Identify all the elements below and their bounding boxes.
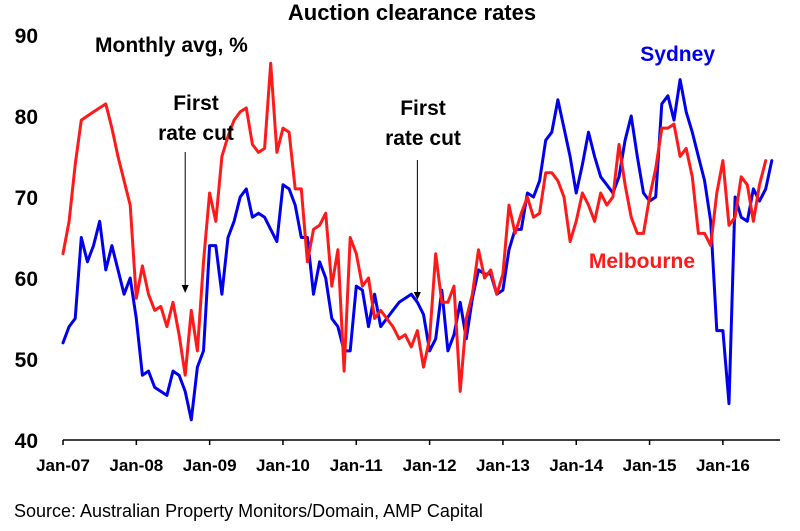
chart-source: Source: Australian Property Monitors/Dom…	[14, 501, 483, 521]
x-tick-label: Jan-08	[109, 456, 163, 475]
x-tick-label: Jan-16	[696, 456, 750, 475]
chart-subtitle: Monthly avg, %	[95, 34, 248, 57]
series-line-sydney	[61, 78, 774, 422]
y-tick-label: 60	[15, 268, 38, 291]
annotation-text: rate cut	[158, 122, 234, 145]
series-line-melbourne	[61, 61, 768, 393]
x-tick-label: Jan-14	[549, 456, 603, 475]
y-tick-label: 90	[15, 25, 38, 48]
annotation-arrowhead	[181, 285, 189, 293]
x-axis: Jan-07 Jan-08 Jan-09 Jan-10 Jan-11 Jan-12 Jan-…	[36, 440, 750, 475]
annotation-text: First	[173, 92, 219, 115]
annotation-text: First	[400, 97, 446, 120]
annotation-arrowhead	[413, 292, 421, 300]
y-tick-label: 50	[15, 349, 38, 372]
chart-title: Auction clearance rates	[288, 0, 536, 25]
x-tick-label: Jan-13	[476, 456, 530, 475]
x-tick-label: Jan-09	[183, 456, 237, 475]
y-axis: 40 50 60 70 80 90	[15, 25, 38, 453]
x-tick-label: Jan-07	[36, 456, 90, 475]
y-tick-label: 70	[15, 187, 38, 210]
y-tick-label: 40	[15, 430, 38, 453]
x-tick-label: Jan-10	[256, 456, 310, 475]
x-tick-label: Jan-11	[330, 456, 383, 475]
annotation-text: rate cut	[385, 127, 461, 150]
series-lines	[61, 61, 774, 422]
series-label-melbourne: Melbourne	[589, 250, 695, 273]
y-tick-label: 80	[15, 106, 38, 129]
x-tick-label: Jan-12	[403, 456, 457, 475]
series-labels: Sydney Melbourne	[589, 43, 715, 273]
x-tick-label: Jan-15	[623, 456, 677, 475]
annotations: First rate cut First rate cut	[158, 92, 461, 300]
series-label-sydney: Sydney	[640, 43, 715, 66]
